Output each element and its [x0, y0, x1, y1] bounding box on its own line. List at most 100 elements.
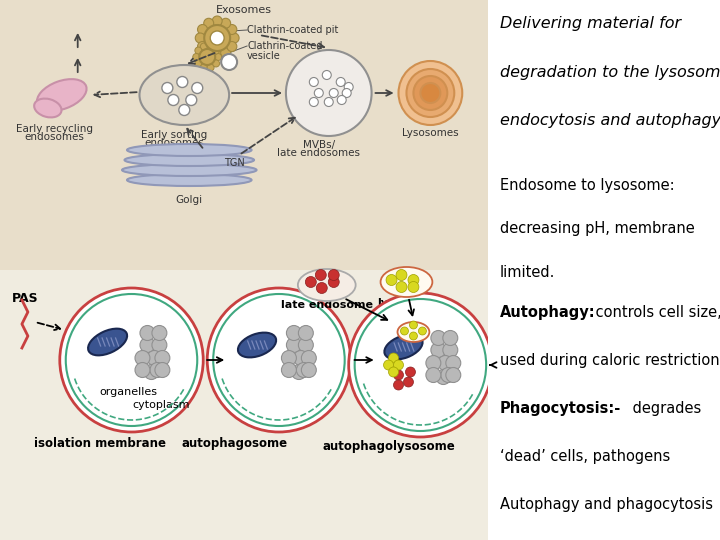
Text: Phagocytosis:-: Phagocytosis:- — [500, 401, 621, 416]
Circle shape — [446, 368, 461, 382]
Text: Early sorting: Early sorting — [141, 130, 207, 140]
Circle shape — [207, 43, 214, 50]
Circle shape — [305, 276, 316, 287]
Ellipse shape — [122, 164, 256, 176]
Circle shape — [155, 362, 170, 377]
Circle shape — [328, 269, 339, 280]
Circle shape — [302, 362, 316, 377]
Circle shape — [195, 47, 202, 54]
Circle shape — [212, 50, 222, 60]
Circle shape — [287, 338, 302, 353]
Circle shape — [441, 368, 456, 382]
Circle shape — [197, 42, 207, 51]
Circle shape — [337, 96, 346, 105]
Text: decreasing pH, membrane: decreasing pH, membrane — [500, 221, 695, 237]
Circle shape — [195, 60, 202, 67]
Circle shape — [408, 281, 419, 293]
Circle shape — [443, 330, 458, 346]
Text: used during caloric restriction,: used during caloric restriction, — [500, 353, 720, 368]
Circle shape — [287, 326, 302, 341]
Text: Endosome to lysosome:: Endosome to lysosome: — [500, 178, 675, 193]
Circle shape — [215, 53, 222, 60]
Ellipse shape — [127, 174, 251, 186]
Bar — [0, 0, 488, 270]
Circle shape — [394, 370, 403, 380]
Circle shape — [213, 294, 345, 426]
Circle shape — [438, 355, 453, 370]
Circle shape — [426, 355, 441, 370]
Circle shape — [140, 326, 155, 341]
Circle shape — [207, 64, 214, 71]
Circle shape — [310, 98, 318, 106]
Text: vesicle: vesicle — [247, 51, 281, 61]
Circle shape — [152, 326, 167, 341]
Circle shape — [286, 50, 372, 136]
Circle shape — [443, 342, 458, 357]
Circle shape — [431, 342, 446, 357]
Text: PAS: PAS — [12, 292, 39, 305]
Text: Lysosomes: Lysosomes — [402, 128, 459, 138]
Circle shape — [168, 94, 179, 105]
Circle shape — [298, 326, 313, 341]
Circle shape — [302, 350, 316, 366]
Text: TGN: TGN — [224, 158, 245, 168]
Circle shape — [389, 367, 398, 377]
Circle shape — [282, 362, 297, 377]
Circle shape — [298, 338, 313, 353]
Circle shape — [195, 33, 205, 43]
Text: Clathrin-coated: Clathrin-coated — [247, 41, 323, 51]
Ellipse shape — [125, 154, 254, 166]
Circle shape — [310, 78, 318, 86]
Circle shape — [315, 269, 326, 280]
Text: isolation membrane: isolation membrane — [34, 437, 166, 450]
Circle shape — [212, 60, 220, 67]
Circle shape — [135, 350, 150, 366]
Circle shape — [348, 293, 492, 437]
Text: Autophagy and phagocytosis: Autophagy and phagocytosis — [500, 497, 713, 512]
Circle shape — [396, 281, 407, 293]
Circle shape — [212, 47, 220, 54]
Circle shape — [384, 360, 394, 370]
Circle shape — [297, 362, 311, 377]
Circle shape — [316, 282, 328, 294]
Circle shape — [446, 355, 461, 370]
Circle shape — [66, 294, 197, 426]
Circle shape — [407, 69, 454, 117]
Circle shape — [144, 364, 159, 380]
Circle shape — [400, 327, 408, 335]
Circle shape — [179, 105, 190, 116]
Text: cytoplasm: cytoplasm — [132, 400, 190, 410]
Text: controls cell size,: controls cell size, — [591, 305, 720, 320]
Circle shape — [150, 362, 165, 377]
Circle shape — [328, 276, 339, 287]
Circle shape — [147, 350, 162, 366]
Text: late endosome: late endosome — [281, 300, 373, 310]
Circle shape — [220, 48, 230, 58]
Circle shape — [292, 364, 306, 380]
Text: ‘dead’ cells, pathogens: ‘dead’ cells, pathogens — [500, 449, 670, 464]
Circle shape — [204, 18, 214, 28]
Circle shape — [386, 274, 397, 286]
Circle shape — [398, 61, 462, 125]
Text: MVBs/: MVBs/ — [302, 140, 335, 150]
Circle shape — [342, 89, 351, 98]
Circle shape — [155, 350, 170, 366]
Text: late endosomes: late endosomes — [277, 148, 360, 158]
Circle shape — [336, 78, 345, 86]
Circle shape — [403, 377, 413, 387]
Text: limited.: limited. — [500, 265, 555, 280]
Circle shape — [197, 24, 207, 35]
Circle shape — [227, 42, 237, 51]
Text: Delivering material for: Delivering material for — [500, 16, 681, 31]
Text: Exosomes: Exosomes — [216, 5, 272, 15]
Ellipse shape — [298, 269, 356, 301]
Circle shape — [229, 33, 239, 43]
Circle shape — [152, 338, 167, 353]
Circle shape — [394, 360, 403, 370]
Circle shape — [227, 24, 237, 35]
Text: endosomes: endosomes — [145, 138, 204, 148]
Text: endocytosis and autophagy: endocytosis and autophagy — [500, 113, 720, 129]
Circle shape — [420, 83, 441, 103]
Ellipse shape — [384, 335, 423, 360]
Circle shape — [210, 31, 224, 45]
